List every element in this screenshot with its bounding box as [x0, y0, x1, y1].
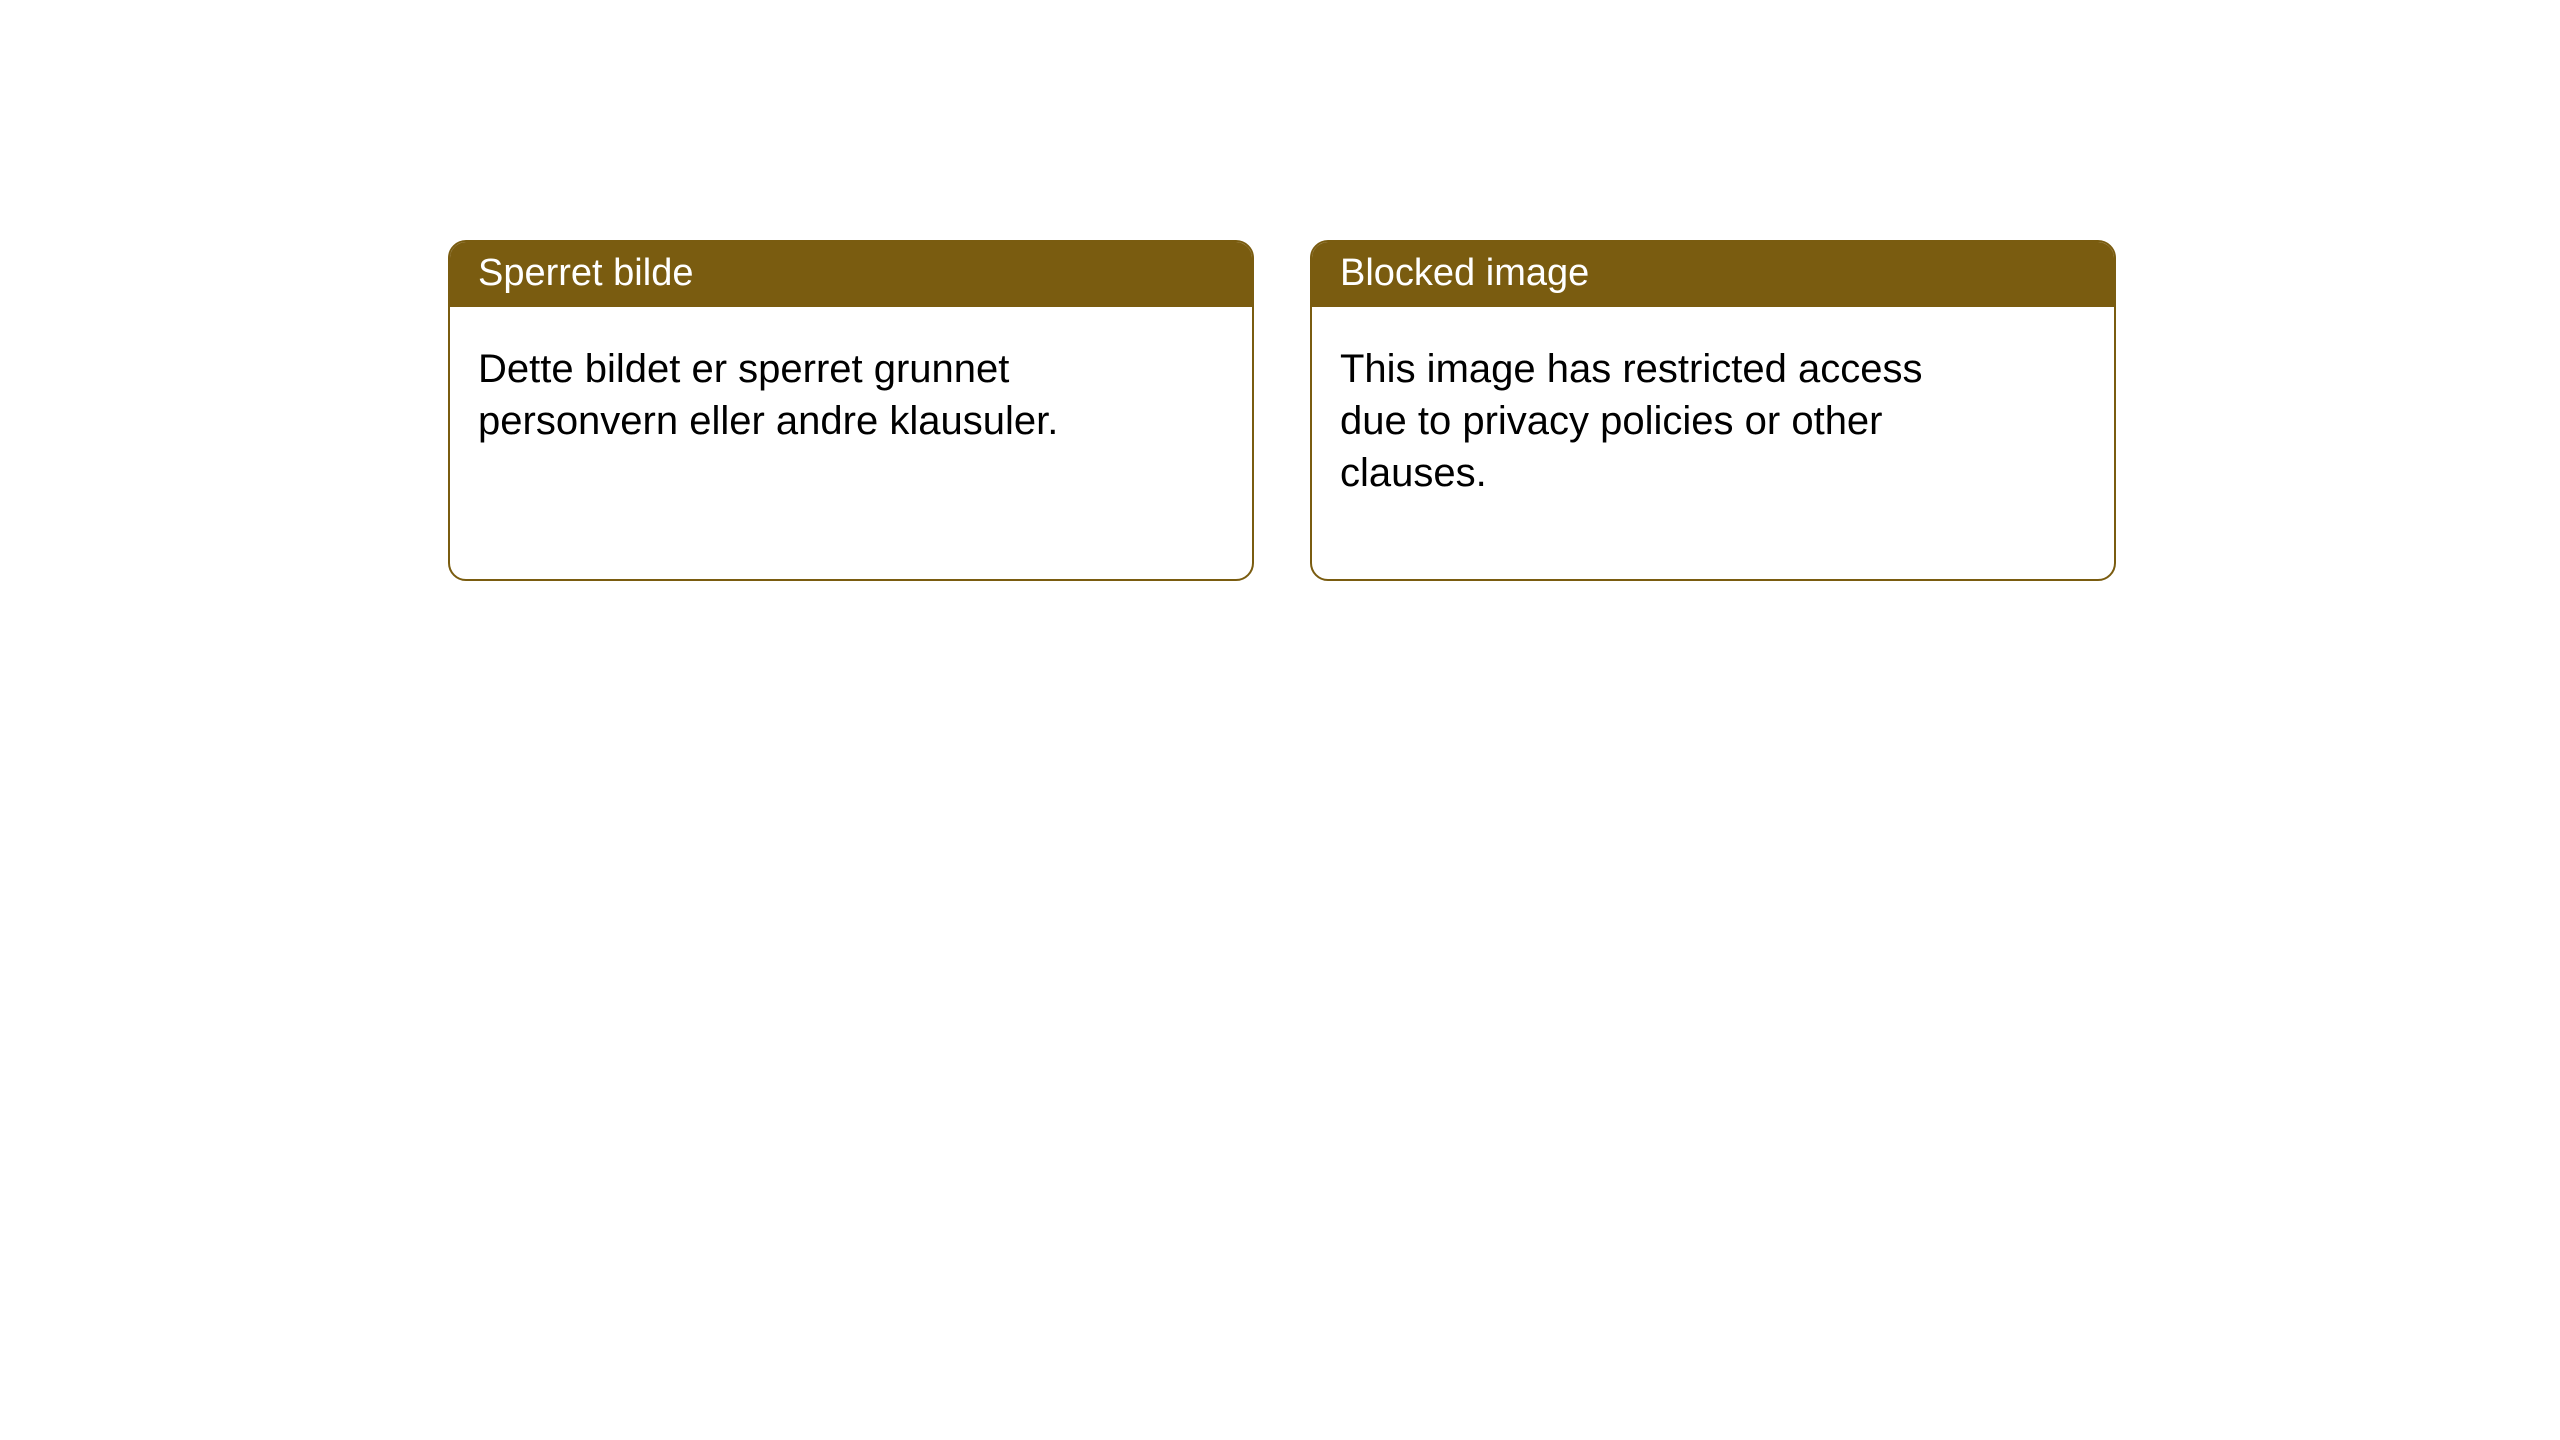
notice-card-english: Blocked image This image has restricted … [1310, 240, 2116, 581]
notice-body: This image has restricted access due to … [1312, 307, 2012, 579]
notice-card-norwegian: Sperret bilde Dette bildet er sperret gr… [448, 240, 1254, 581]
notice-title: Blocked image [1312, 242, 2114, 307]
notice-title: Sperret bilde [450, 242, 1252, 307]
notice-container: Sperret bilde Dette bildet er sperret gr… [0, 0, 2560, 581]
notice-body: Dette bildet er sperret grunnet personve… [450, 307, 1150, 527]
